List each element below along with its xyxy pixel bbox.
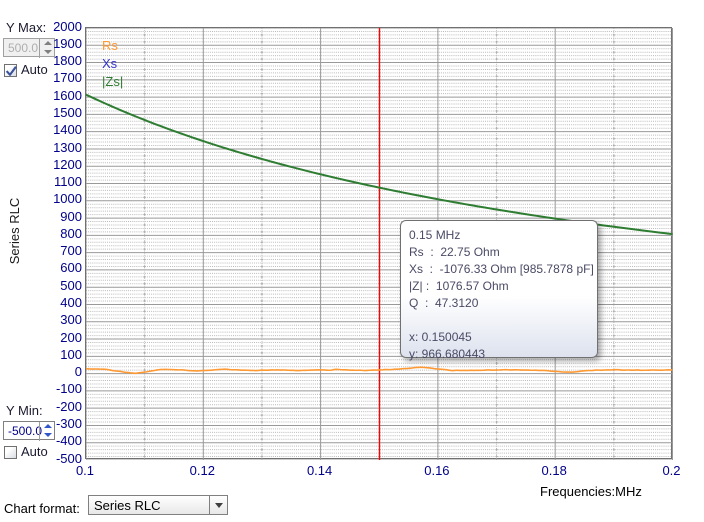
svg-text:Rs: Rs	[102, 38, 118, 53]
svg-text:Xs: Xs	[102, 56, 118, 71]
svg-text:|Zs|: |Zs|	[102, 74, 123, 89]
